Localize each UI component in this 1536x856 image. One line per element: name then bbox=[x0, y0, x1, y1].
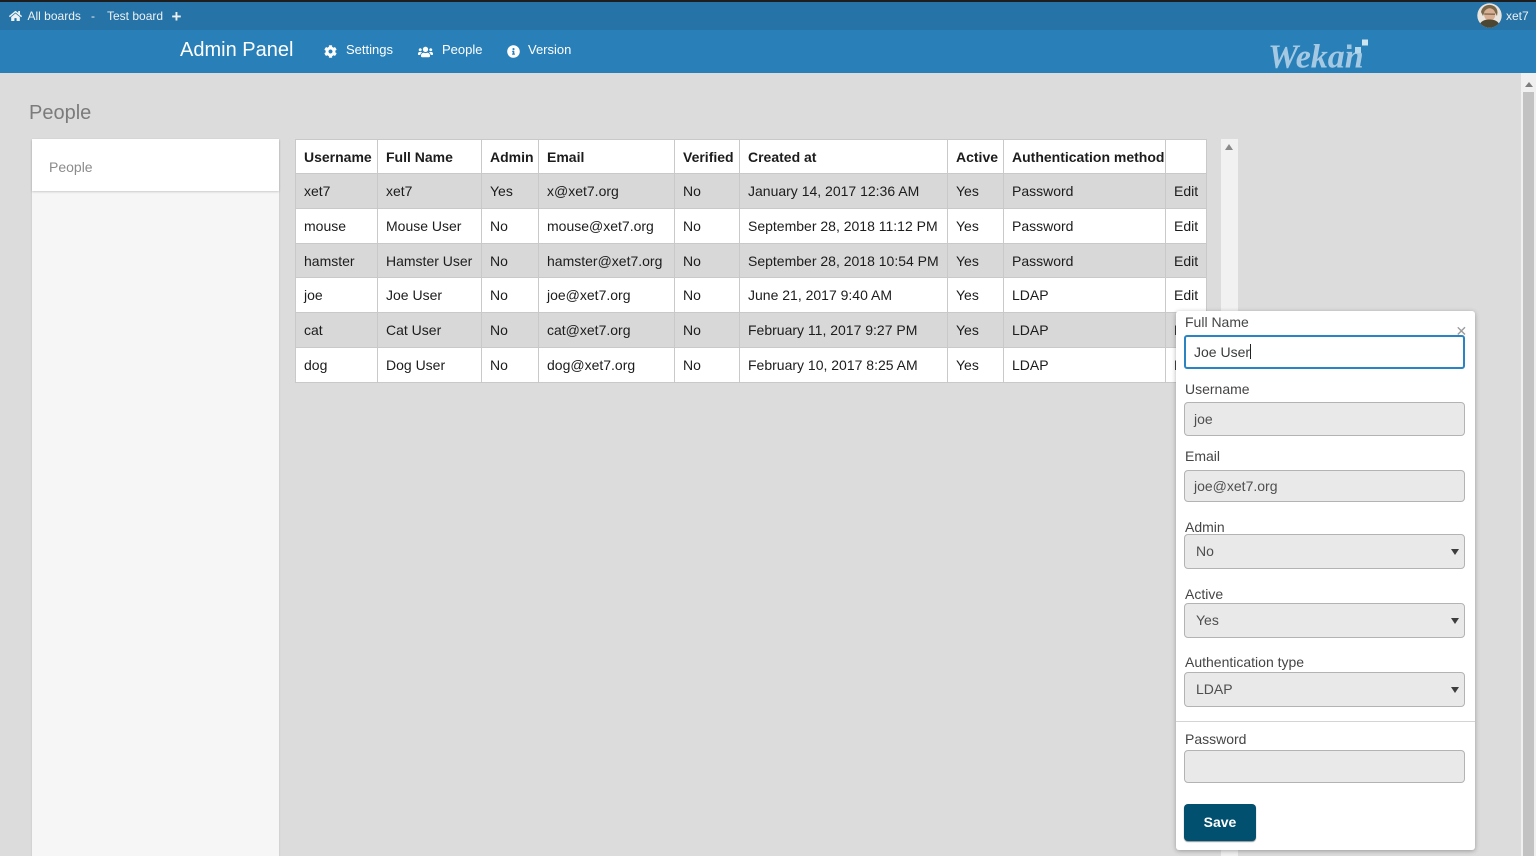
svg-text:Wekan: Wekan bbox=[1268, 39, 1364, 73]
